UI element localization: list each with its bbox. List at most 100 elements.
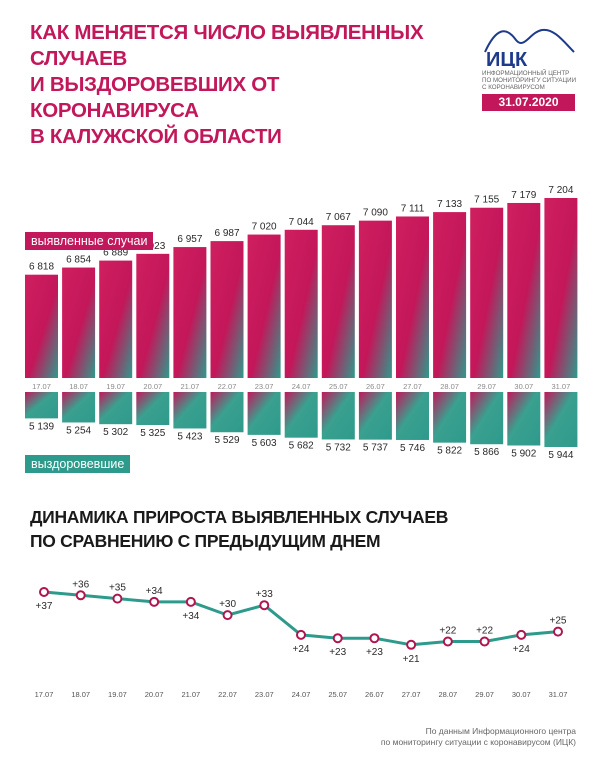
growth-value-label: +35 bbox=[109, 583, 126, 594]
growth-value-label: +25 bbox=[550, 616, 567, 627]
recovered-value-label: 5 737 bbox=[363, 443, 388, 454]
growth-value-label: +34 bbox=[146, 586, 163, 597]
line-x-tick-label: 18.07 bbox=[71, 690, 90, 699]
recovered-bar bbox=[284, 392, 318, 438]
page-title: КАК МЕНЯЕТСЯ ЧИСЛО ВЫЯВЛЕННЫХ СЛУЧАЕВ И … bbox=[30, 20, 450, 150]
subtitle-line-1: ДИНАМИКА ПРИРОСТА ВЫЯВЛЕННЫХ СЛУЧАЕВ bbox=[30, 507, 449, 527]
bar-x-tick-label: 30.07 bbox=[514, 382, 533, 391]
growth-point bbox=[479, 636, 490, 647]
cases-bar bbox=[210, 241, 244, 378]
cases-value-label: 7 179 bbox=[511, 190, 536, 201]
date-badge: 31.07.2020 bbox=[482, 94, 575, 111]
cases-bar bbox=[544, 198, 578, 378]
cases-bar bbox=[284, 229, 318, 378]
recovered-value-label: 5 822 bbox=[437, 446, 462, 457]
growth-value-label: +21 bbox=[403, 654, 420, 665]
title-line-1: КАК МЕНЯЕТСЯ ЧИСЛО ВЫЯВЛЕННЫХ СЛУЧАЕВ bbox=[30, 21, 424, 70]
recovered-bar bbox=[544, 392, 578, 447]
bar-x-tick-label: 27.07 bbox=[403, 382, 422, 391]
recovered-bar bbox=[62, 392, 96, 423]
line-x-tick-label: 23.07 bbox=[255, 690, 274, 699]
cases-value-label: 7 020 bbox=[252, 222, 277, 233]
growth-point bbox=[516, 629, 527, 640]
line-x-tick-label: 26.07 bbox=[365, 690, 384, 699]
growth-value-label: +24 bbox=[513, 644, 530, 655]
recovered-bar bbox=[433, 392, 467, 443]
recovered-bar bbox=[507, 392, 541, 446]
growth-point bbox=[332, 633, 343, 644]
recovered-bar bbox=[470, 392, 504, 445]
cases-legend-label: выявленные случаи bbox=[25, 232, 154, 250]
recovered-value-label: 5 529 bbox=[214, 435, 239, 446]
line-x-tick-label: 17.07 bbox=[35, 690, 54, 699]
recovered-value-label: 5 302 bbox=[103, 427, 128, 438]
cases-value-label: 6 818 bbox=[29, 262, 54, 273]
line-x-tick-label: 21.07 bbox=[181, 690, 200, 699]
growth-value-label: +23 bbox=[366, 647, 383, 658]
growth-value-label: +22 bbox=[476, 626, 493, 637]
bar-x-tick-label: 19.07 bbox=[106, 382, 125, 391]
cases-bar bbox=[25, 274, 58, 378]
bar-x-tick-label: 21.07 bbox=[181, 382, 200, 391]
recovered-value-label: 5 254 bbox=[66, 425, 91, 436]
bar-x-tick-label: 18.07 bbox=[69, 382, 88, 391]
subtitle-line-2: ПО СРАВНЕНИЮ С ПРЕДЫДУЩИМ ДНЕМ bbox=[30, 531, 381, 551]
line-x-tick-label: 20.07 bbox=[145, 690, 164, 699]
cases-value-label: 7 204 bbox=[548, 185, 573, 196]
cases-bar bbox=[507, 202, 541, 378]
line-x-tick-label: 22.07 bbox=[218, 690, 237, 699]
recovered-value-label: 5 603 bbox=[252, 438, 277, 449]
recovered-bar bbox=[321, 392, 355, 440]
growth-point bbox=[75, 590, 86, 601]
logo-caption: ИНФОРМАЦИОННЫЙ ЦЕНТР ПО МОНИТОРИНГУ СИТУ… bbox=[482, 70, 577, 91]
bar-x-tick-label: 29.07 bbox=[477, 382, 496, 391]
growth-value-label: +30 bbox=[219, 599, 236, 610]
cases-bar bbox=[247, 234, 281, 378]
cases-bar bbox=[433, 212, 467, 378]
source-line-1: По данным Информационного центра bbox=[425, 726, 576, 736]
cases-value-label: 7 111 bbox=[401, 203, 425, 214]
recovered-value-label: 5 732 bbox=[326, 442, 351, 453]
growth-point bbox=[222, 610, 233, 621]
growth-point bbox=[259, 600, 270, 611]
logo-mark-icon: ИЦК bbox=[484, 28, 575, 71]
growth-value-label: +36 bbox=[72, 579, 89, 590]
title-line-2: И ВЫЗДОРОВЕВШИХ ОТ КОРОНАВИРУСА bbox=[30, 73, 280, 122]
recovered-bar bbox=[99, 392, 133, 425]
growth-point bbox=[296, 629, 306, 640]
logo-caption-line-3: С КОРОНАВИРУСОМ bbox=[482, 84, 545, 91]
growth-point bbox=[369, 633, 380, 644]
line-chart: +37 +36 +35 +34 +34 +30 +33 +24 +23 +23 +21 +22 +22 +… bbox=[35, 579, 568, 699]
bar-x-tick-label: 26.07 bbox=[366, 382, 385, 391]
cases-value-label: 6 854 bbox=[66, 255, 91, 266]
growth-value-label: +37 bbox=[36, 601, 53, 612]
line-x-tick-label: 29.07 bbox=[475, 690, 494, 699]
cases-value-label: 7 067 bbox=[326, 212, 351, 223]
bar-x-tick-label: 25.07 bbox=[329, 382, 348, 391]
line-x-tick-label: 25.07 bbox=[328, 690, 347, 699]
recovered-value-label: 5 682 bbox=[289, 441, 314, 452]
growth-value-label: +23 bbox=[329, 647, 346, 658]
growth-value-label: +24 bbox=[293, 644, 310, 655]
cases-bar bbox=[136, 253, 170, 378]
bar-x-tick-label: 22.07 bbox=[218, 382, 237, 391]
source-note: По данным Информационного центра по мони… bbox=[276, 726, 576, 748]
logo: ИЦК ИНФОРМАЦИОННЫЙ ЦЕНТР ПО МОНИТОРИНГУ … bbox=[482, 22, 577, 91]
recovered-value-label: 5 325 bbox=[140, 428, 165, 439]
source-line-2: по мониторингу ситуации с коронавирусом … bbox=[380, 737, 576, 747]
line-chart-title: ДИНАМИКА ПРИРОСТА ВЫЯВЛЕННЫХ СЛУЧАЕВ ПО … bbox=[30, 505, 480, 553]
cases-bar bbox=[358, 220, 392, 378]
cases-bar bbox=[62, 267, 96, 378]
bar-x-tick-label: 24.07 bbox=[292, 382, 311, 391]
cases-bar bbox=[396, 216, 429, 378]
line-x-tick-label: 30.07 bbox=[512, 690, 531, 699]
cases-value-label: 6 987 bbox=[214, 228, 239, 239]
cases-bar bbox=[173, 247, 207, 378]
cases-value-label: 7 155 bbox=[474, 195, 499, 206]
line-x-tick-label: 28.07 bbox=[438, 690, 457, 699]
recovered-value-label: 5 746 bbox=[400, 443, 425, 454]
line-x-tick-label: 24.07 bbox=[292, 690, 311, 699]
cases-value-label: 6 957 bbox=[177, 234, 202, 245]
cases-bar bbox=[99, 260, 133, 378]
